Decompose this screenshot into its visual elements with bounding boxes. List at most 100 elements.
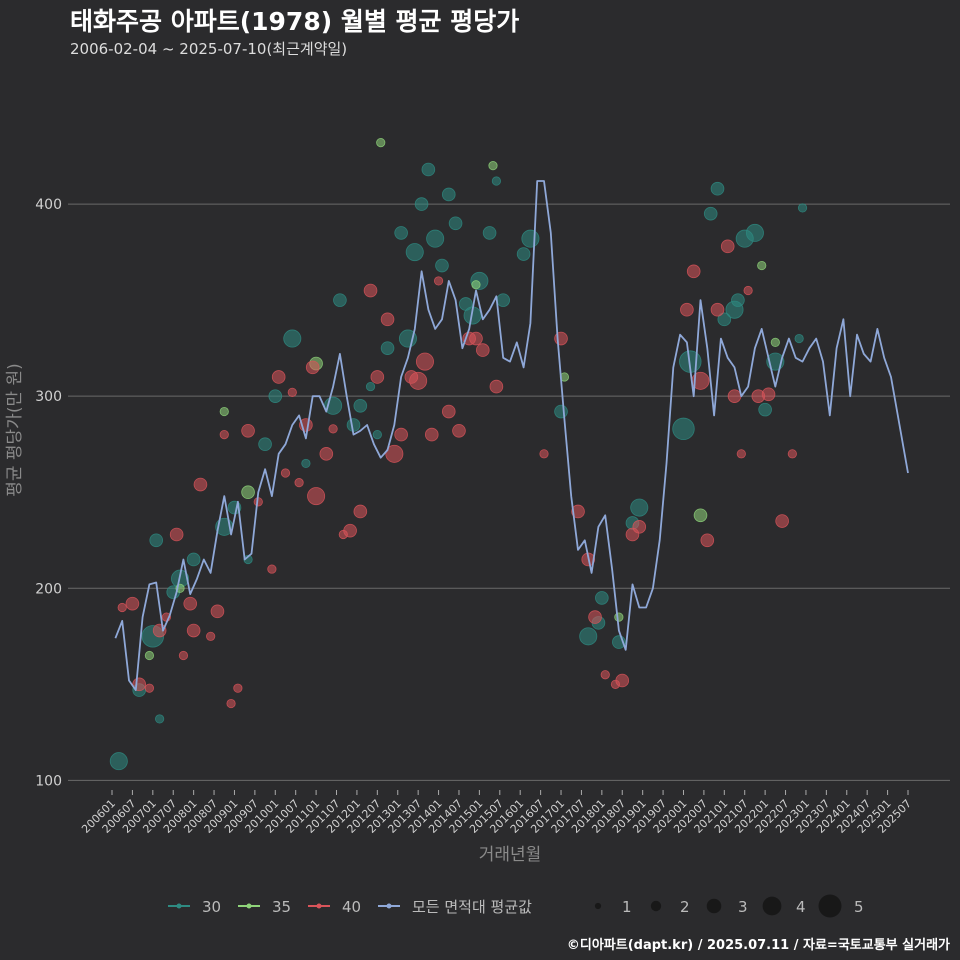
legend: 30 35 40 모든 면적대 평균값 1 2 3 4 5: [168, 894, 864, 918]
scatter-points: [109, 138, 808, 771]
point-40-1: [125, 596, 140, 611]
point-40-58: [686, 264, 701, 279]
legend-size-1: [594, 902, 602, 910]
y-tick-300: 300: [35, 389, 62, 405]
point-30-54: [745, 223, 764, 242]
point-40-62: [720, 239, 735, 254]
point-35-7: [488, 161, 498, 171]
point-35-12: [770, 337, 780, 347]
point-30-22: [394, 226, 408, 240]
legend-dot-2: [316, 903, 322, 909]
legend-label-0: 30: [202, 898, 221, 916]
point-30-25: [414, 197, 429, 211]
point-40-46: [489, 379, 504, 394]
point-30-21: [380, 341, 395, 355]
point-30-13: [283, 329, 302, 348]
point-30-45: [630, 498, 649, 517]
point-40-49: [571, 504, 585, 519]
point-40-63: [727, 389, 742, 403]
point-40-34: [385, 444, 404, 463]
point-35-5: [376, 138, 386, 148]
legend-label-1: 35: [272, 898, 291, 916]
point-30-30: [448, 216, 463, 231]
point-30-55: [758, 402, 772, 417]
point-30-17: [346, 418, 361, 432]
point-40-47: [539, 449, 549, 459]
point-40-3: [144, 683, 155, 693]
point-40-26: [319, 447, 334, 461]
point-40-15: [233, 683, 243, 693]
x-tick-labels: 2006012006072007012007072008012008072009…: [79, 790, 914, 836]
point-40-35: [394, 427, 408, 442]
legend-dot-1: [246, 903, 252, 909]
point-40-64: [736, 449, 746, 459]
legend-size-label-1: 1: [622, 898, 632, 916]
point-40-14: [226, 698, 236, 709]
point-40-56: [632, 520, 647, 534]
point-40-22: [294, 478, 304, 488]
point-30-26: [421, 162, 436, 177]
y-axis-label: 평균 평당가(만 원): [5, 363, 25, 497]
footer-credit: ©디아파트(dapt.kr) / 2025.07.11 / 자료=국토교통부 실…: [566, 938, 950, 953]
point-40-69: [787, 449, 797, 459]
point-30-49: [710, 181, 725, 196]
point-40-45: [475, 343, 490, 357]
point-35-10: [693, 508, 708, 523]
point-40-32: [370, 370, 385, 384]
point-40-61: [710, 302, 725, 317]
point-40-31: [363, 283, 378, 298]
point-30-34: [482, 226, 497, 240]
point-40-39: [424, 427, 439, 442]
point-35-11: [757, 260, 767, 271]
legend-size-label-4: 4: [796, 898, 806, 916]
point-30-57: [794, 333, 804, 344]
legend-dot-0: [176, 903, 182, 909]
point-30-0: [109, 752, 128, 771]
point-30-28: [435, 258, 449, 273]
point-40-54: [615, 673, 630, 688]
chart-subtitle: 2006-02-04 ~ 2025-07-10(최근계약일): [70, 40, 348, 58]
point-30-24: [405, 243, 424, 262]
point-30-48: [703, 206, 718, 221]
point-40-42: [452, 423, 466, 438]
point-30-52: [731, 293, 745, 307]
point-30-40: [579, 627, 598, 646]
point-40-29: [343, 523, 357, 538]
legend-label-2: 40: [342, 898, 361, 916]
legend-size-4: [762, 896, 782, 916]
point-30-4: [155, 714, 165, 724]
point-30-37: [516, 247, 531, 261]
point-30-35: [491, 176, 501, 186]
point-30-38: [521, 229, 540, 248]
point-40-24: [305, 360, 320, 375]
point-30-20: [372, 430, 382, 440]
average-line-layer: [114, 180, 909, 691]
point-40-11: [206, 631, 216, 641]
point-30-50: [717, 312, 732, 327]
legend-size-2: [650, 900, 662, 912]
legend-size-label-2: 2: [680, 898, 690, 916]
point-30-39: [554, 404, 568, 419]
point-40-27: [328, 424, 338, 434]
point-30-19: [365, 381, 376, 392]
point-30-11: [258, 437, 272, 452]
point-30-42: [595, 591, 609, 605]
point-40-57: [680, 302, 694, 317]
point-40-0: [117, 602, 127, 613]
point-40-41: [441, 404, 456, 419]
point-40-60: [700, 533, 715, 548]
y-tick-400: 400: [35, 197, 62, 213]
point-30-29: [441, 187, 456, 202]
point-40-52: [600, 670, 610, 680]
point-40-33: [380, 312, 395, 327]
chart-title: 태화주공 아파트(1978) 월별 평균 평당가: [70, 7, 520, 36]
point-35-2: [219, 406, 229, 417]
point-40-8: [183, 596, 198, 611]
point-40-67: [761, 387, 776, 402]
point-35-3: [241, 485, 255, 500]
legend-label-3: 모든 면적대 평균값: [412, 898, 532, 916]
point-30-36: [496, 293, 510, 307]
point-40-65: [743, 285, 753, 296]
legend-dot-3: [386, 903, 392, 909]
